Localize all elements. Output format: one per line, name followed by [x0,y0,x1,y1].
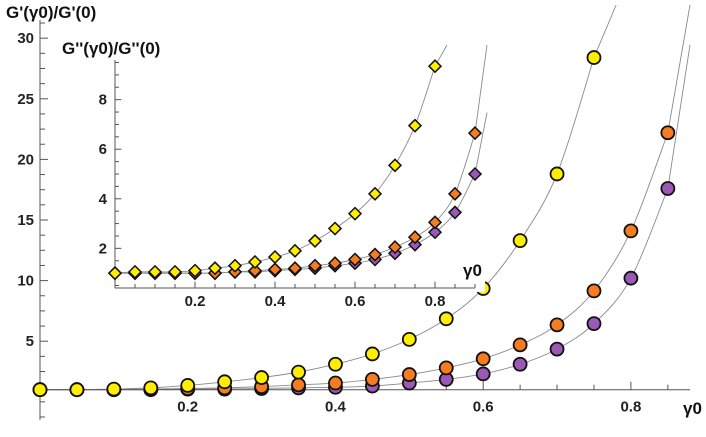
main-circle-point [364,346,380,362]
main-circle-point [217,374,233,390]
inset-diamond-point [287,243,303,258]
inset-x-tick-label: 0.8 [425,293,446,310]
main-x-axis-title: γ0 [683,399,702,418]
inset-diamond-point [347,206,363,221]
main-x-tick-label: 0.8 [620,399,641,416]
inset-y-axis-title: G''(γ0)/G''(0) [62,39,160,58]
inset-diamond-point [447,205,463,220]
inset-diamond-point [127,264,143,279]
main-circle-point [512,337,528,353]
inset-diamond-point [467,126,483,141]
inset-data-points [107,59,483,281]
inset-diamond-point [347,252,363,267]
inset-diamond-point [307,233,323,248]
inset-y-tick-label: 2 [99,240,107,257]
main-circle-point [438,311,454,327]
main-circle-point [623,270,639,286]
inset-diamond-point [227,258,243,273]
main-circle-point [180,378,196,393]
main-y-tick-label: 15 [17,212,34,229]
main-circle-point [364,371,380,387]
main-y-tick-label: 20 [17,151,34,168]
inset-diamond-point [287,261,303,276]
main-circle-point [475,351,491,367]
inset-diamond-point [367,186,383,201]
inset-diamond-point [267,249,283,265]
main-circle-point [69,382,85,398]
main-circle-point [291,364,306,380]
main-circle-point [32,382,48,398]
inset-diamond-point [407,230,423,245]
main-x-tick-label: 0.6 [473,399,494,416]
main-y-tick-label: 10 [17,273,34,290]
inset-diamond-point [247,254,263,270]
main-circle-point [623,223,639,239]
main-y-axis-title: G'(γ0)/G'(0) [6,3,96,22]
main-circle-point [401,331,417,347]
inset-x-axis-title: γ0 [463,261,482,280]
inset-diamond-point [367,247,383,262]
inset-y-tick-label: 4 [99,191,108,208]
main-y-tick-label: 25 [17,91,34,108]
inset-y-tick-label: 6 [99,141,107,158]
main-circle-point [586,283,602,299]
main-circle-point [328,356,343,372]
inset-x-tick-label: 0.2 [185,293,206,310]
inset-diamond-point [267,262,283,277]
main-circle-point [512,356,528,372]
main-circle-point [549,166,565,182]
inset-diamond-point [187,263,203,278]
inset-diamond-point [427,215,443,230]
main-circle-point [586,316,602,332]
main-circle-point [106,381,122,397]
main-circle-point [549,341,565,357]
inset-diamond-point [207,261,223,276]
inset-diamond-point [387,158,403,173]
inset-diamond-point [247,263,263,278]
inset-diamond-point [467,166,483,182]
main-y-tick-label: 30 [17,30,34,47]
main-circle-point [143,380,159,396]
inset-x-tick-label: 0.6 [345,293,366,310]
inset-diamond-point [307,258,323,273]
main-circle-point [660,125,676,141]
inset-background [115,60,485,292]
main-y-tick-label: 5 [26,333,34,350]
inset-diamond-point [407,237,423,252]
main-circle-point [660,181,676,196]
main-data-points [32,50,676,398]
main-circle-point [512,233,528,249]
inset-diamond-point [407,118,423,133]
inset-y-tick-label: 8 [99,92,107,109]
main-x-tick-label: 0.2 [177,399,198,416]
inset-diamond-point [327,256,343,271]
main-circle-point [291,377,306,393]
main-circle-point [401,367,417,382]
inset-diamond-point [327,221,343,236]
inset-diamond-point [147,264,163,279]
main-circle-point [586,50,602,65]
inset-diamond-point [107,266,123,281]
inset-diamond-point [427,225,443,240]
main-circle-point [254,370,269,385]
main-circle-point [328,375,343,391]
main-circle-point [549,317,565,333]
main-circle-point [438,360,454,376]
inset-diamond-point [387,240,403,255]
inset-x-tick-label: 0.4 [265,293,287,310]
main-x-tick-label: 0.4 [325,399,347,416]
main-circle-point [475,366,491,382]
inset-diamond-point [167,264,183,279]
inset-diamond-point [447,186,463,201]
inset-diamond-point [427,59,443,74]
